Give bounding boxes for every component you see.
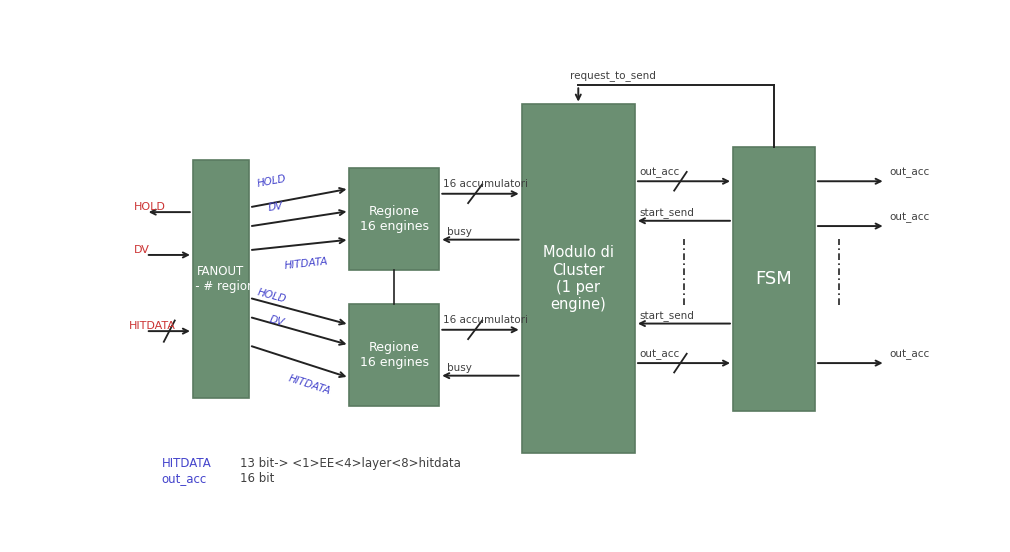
Text: DV: DV bbox=[268, 315, 285, 328]
Text: out_acc: out_acc bbox=[639, 349, 679, 360]
Text: start_send: start_send bbox=[639, 310, 694, 321]
Text: request_to_send: request_to_send bbox=[571, 71, 656, 82]
Text: busy: busy bbox=[447, 227, 472, 237]
Text: out_acc: out_acc bbox=[890, 168, 929, 178]
Text: 13 bit-> <1>EE<4>layer<8>hitdata: 13 bit-> <1>EE<4>layer<8>hitdata bbox=[239, 457, 461, 470]
Text: Regione
16 engines: Regione 16 engines bbox=[360, 205, 429, 233]
Bar bbox=[349, 304, 439, 406]
Text: FANOUT
1 - # regioni: FANOUT 1 - # regioni bbox=[184, 265, 258, 293]
Text: HOLD: HOLD bbox=[257, 288, 288, 305]
Bar bbox=[733, 147, 815, 411]
Text: start_send: start_send bbox=[639, 207, 694, 217]
Text: out_acc: out_acc bbox=[890, 213, 929, 223]
Text: out_acc: out_acc bbox=[639, 168, 679, 178]
Text: HITDATA: HITDATA bbox=[128, 321, 176, 331]
Bar bbox=[349, 168, 439, 270]
Text: 16 accumulatori: 16 accumulatori bbox=[443, 315, 528, 326]
Text: DV: DV bbox=[268, 201, 285, 213]
Bar bbox=[521, 104, 635, 453]
Text: 16 accumulatori: 16 accumulatori bbox=[443, 179, 528, 189]
Text: FSM: FSM bbox=[755, 270, 793, 288]
Text: 16 bit: 16 bit bbox=[239, 472, 274, 485]
Text: HITDATA: HITDATA bbox=[162, 457, 211, 470]
Text: HITDATA: HITDATA bbox=[288, 373, 332, 396]
Text: out_acc: out_acc bbox=[890, 349, 929, 360]
Bar bbox=[193, 160, 249, 398]
Text: Regione
16 engines: Regione 16 engines bbox=[360, 341, 429, 369]
Text: DV: DV bbox=[134, 245, 149, 255]
Text: HOLD: HOLD bbox=[257, 173, 287, 189]
Text: HITDATA: HITDATA bbox=[284, 257, 328, 272]
Text: out_acc: out_acc bbox=[162, 472, 207, 485]
Text: HOLD: HOLD bbox=[134, 202, 166, 212]
Text: Modulo di
Cluster
(1 per
engine): Modulo di Cluster (1 per engine) bbox=[542, 245, 614, 312]
Text: busy: busy bbox=[447, 363, 472, 373]
